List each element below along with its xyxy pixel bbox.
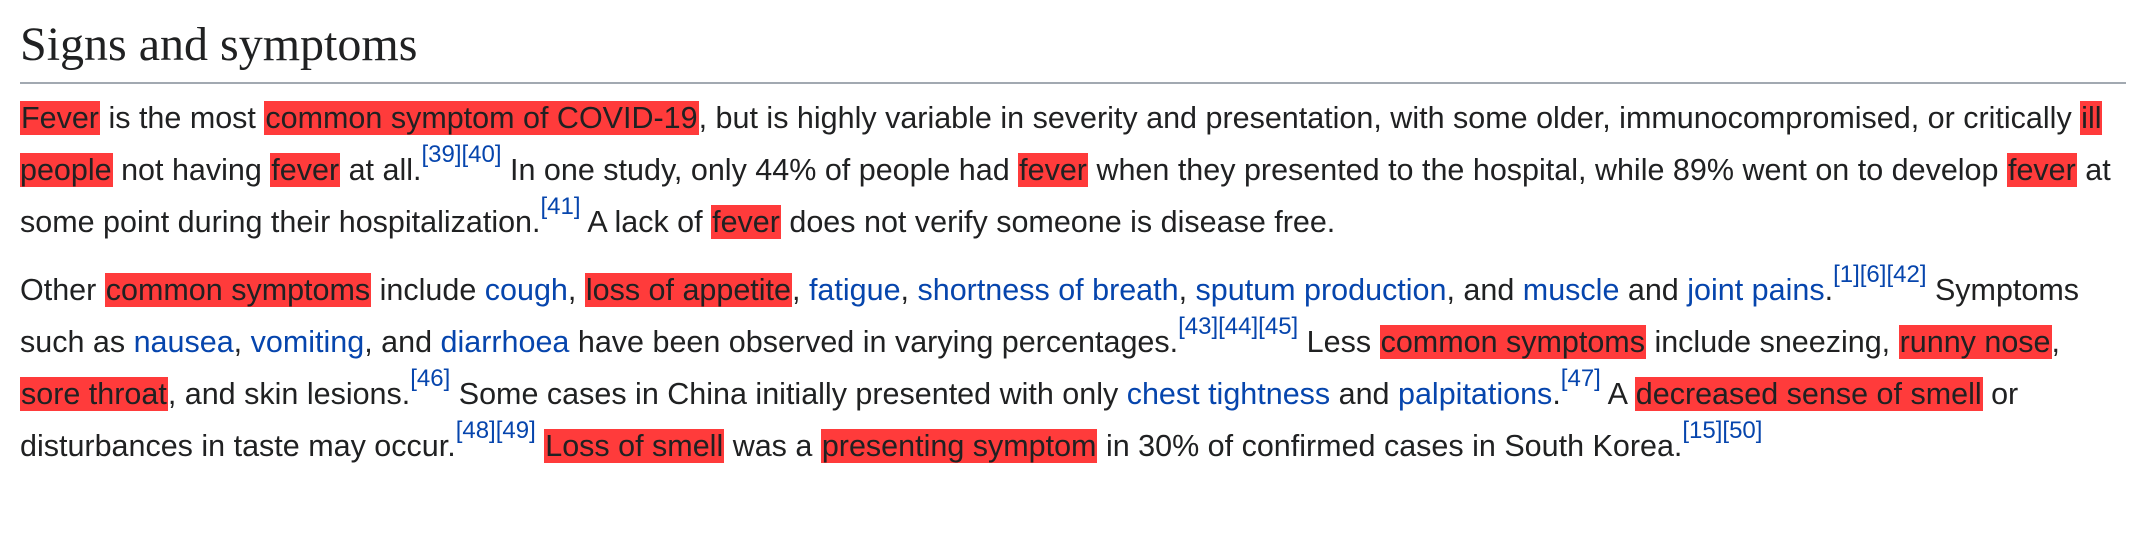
text-run: In one study, only 44% of people had: [501, 153, 1019, 187]
citation: [49]: [496, 417, 536, 444]
text-run: A lack of: [580, 205, 712, 239]
citation: [6]: [1860, 261, 1887, 288]
citation: [43]: [1178, 313, 1218, 340]
citation-link[interactable]: [49]: [495, 417, 536, 444]
text-run: , but is highly variable in severity and…: [698, 101, 2081, 135]
citation: [40]: [462, 141, 502, 168]
text-run: when they presented to the hospital, whi…: [1087, 153, 2007, 187]
text-run: .: [1824, 273, 1834, 307]
citation-link[interactable]: [45]: [1258, 313, 1299, 340]
highlighted-phrase: common symptom of COVID-19: [264, 101, 699, 135]
citation-link[interactable]: [6]: [1859, 261, 1887, 288]
text-run: ,: [1178, 273, 1196, 307]
text-run: Symptoms such as: [20, 273, 2080, 359]
highlighted-phrase: common symptoms: [104, 273, 372, 307]
text-run: Some cases in China initially presented …: [450, 377, 1127, 411]
text-run: ,: [567, 273, 585, 307]
wiki-link[interactable]: vomiting: [250, 325, 365, 359]
text-run: ,: [792, 273, 809, 307]
text-run: in 30% of confirmed cases in South Korea…: [1097, 429, 1683, 463]
citation-link[interactable]: [15]: [1682, 417, 1723, 444]
text-run: and: [1619, 273, 1688, 307]
citation-link[interactable]: [39]: [421, 141, 462, 168]
text-run: ,: [2051, 325, 2061, 359]
highlighted-phrase: loss of appetite: [584, 273, 792, 307]
citation-link[interactable]: [43]: [1178, 313, 1219, 340]
text-run: [536, 429, 544, 463]
text-run: , and: [364, 325, 441, 359]
citation: [46]: [410, 365, 450, 392]
wiki-link[interactable]: sputum production: [1195, 273, 1447, 307]
article-section: Signs and symptoms Fever is the most com…: [20, 14, 2126, 472]
highlighted-phrase: fever: [2006, 153, 2077, 187]
wiki-link[interactable]: shortness of breath: [917, 273, 1179, 307]
citation: [39]: [421, 141, 461, 168]
highlighted-phrase: Fever: [20, 101, 100, 135]
highlighted-phrase: sore throat: [20, 377, 168, 411]
text-run: include: [371, 273, 485, 307]
highlighted-phrase: fever: [270, 153, 341, 187]
citation-link[interactable]: [41]: [540, 193, 581, 220]
text-run: was a: [724, 429, 821, 463]
section-heading: Signs and symptoms: [20, 14, 2126, 84]
wiki-link[interactable]: joint pains: [1687, 273, 1825, 307]
citation-link[interactable]: [1]: [1833, 261, 1860, 288]
highlighted-phrase: runny nose: [1898, 325, 2052, 359]
citation-link[interactable]: [50]: [1722, 417, 1763, 444]
wiki-link[interactable]: cough: [484, 273, 568, 307]
wiki-link[interactable]: nausea: [133, 325, 234, 359]
paragraph: Fever is the most common symptom of COVI…: [20, 92, 2126, 248]
citation: [45]: [1258, 313, 1298, 340]
citation-link[interactable]: [44]: [1218, 313, 1259, 340]
citation-link[interactable]: [40]: [461, 141, 502, 168]
highlighted-phrase: fever: [1018, 153, 1088, 187]
highlighted-phrase: Loss of smell: [544, 429, 725, 463]
text-run: include sneezing,: [1645, 325, 1899, 359]
text-run: , and: [1446, 273, 1523, 307]
text-run: not having: [112, 153, 271, 187]
citation: [1]: [1833, 261, 1860, 288]
highlighted-phrase: decreased sense of smell: [1634, 377, 1983, 411]
highlighted-phrase: presenting symptom: [820, 429, 1098, 463]
citation: [15]: [1682, 417, 1722, 444]
highlighted-phrase: fever: [711, 205, 781, 239]
paragraph: Other common symptoms include cough, los…: [20, 261, 2126, 472]
citation: [50]: [1722, 417, 1762, 444]
text-run: at some point during their hospitalizati…: [20, 153, 2111, 239]
wiki-link[interactable]: palpitations: [1398, 377, 1553, 411]
citation: [47]: [1561, 365, 1601, 392]
citation-link[interactable]: [46]: [410, 365, 451, 392]
text-run: ,: [900, 273, 918, 307]
text-run: at all.: [340, 153, 422, 187]
text-run: .: [1552, 377, 1561, 411]
text-run: A: [1600, 377, 1635, 411]
citation-link[interactable]: [47]: [1560, 365, 1601, 392]
text-run: is the most: [99, 101, 265, 135]
wiki-link[interactable]: chest tightness: [1126, 377, 1331, 411]
text-run: does not verify someone is disease free.: [780, 205, 1336, 239]
citation: [44]: [1218, 313, 1258, 340]
wiki-link[interactable]: diarrhoea: [440, 325, 570, 359]
text-run: ,: [233, 325, 251, 359]
citation: [41]: [541, 193, 581, 220]
citation: [48]: [456, 417, 496, 444]
citation-link[interactable]: [48]: [455, 417, 496, 444]
wiki-link[interactable]: muscle: [1522, 273, 1620, 307]
text-run: and: [1330, 377, 1398, 411]
text-run: , and skin lesions.: [167, 377, 411, 411]
section-body: Fever is the most common symptom of COVI…: [20, 92, 2126, 472]
text-run: have been observed in varying percentage…: [569, 325, 1179, 359]
citation-link[interactable]: [42]: [1886, 261, 1927, 288]
wiki-link[interactable]: fatigue: [808, 273, 901, 307]
text-run: Other: [20, 273, 105, 307]
text-run: or disturbances in taste may occur.: [20, 377, 2019, 463]
text-run: Less: [1298, 325, 1380, 359]
highlighted-phrase: common symptoms: [1379, 325, 1646, 359]
citation: [42]: [1886, 261, 1926, 288]
